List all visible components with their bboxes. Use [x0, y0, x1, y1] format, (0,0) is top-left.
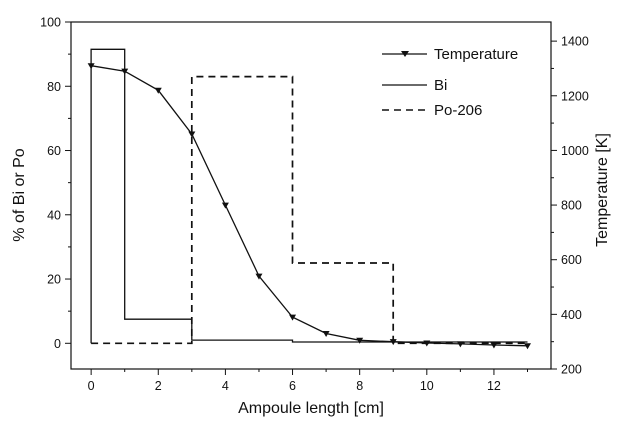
series-line-bi: [90, 48, 528, 344]
legend-marker-temperature: [401, 51, 409, 57]
legend-label-po206: Po-206: [434, 102, 482, 119]
x-tick-label: 0: [88, 379, 95, 393]
y-left-tick-label: 40: [47, 208, 61, 222]
y-axis-right-label: Temperature [K]: [594, 133, 611, 247]
x-tick-label: 8: [356, 379, 363, 393]
y-left-tick-label: 60: [47, 144, 61, 158]
y-right-tick-label: 1200: [561, 89, 589, 103]
x-tick-label: 6: [289, 379, 296, 393]
y-right-tick-label: 1000: [561, 144, 589, 158]
data-point-temperature: [221, 202, 229, 209]
plot-frame: [70, 21, 552, 370]
data-point-temperature: [289, 314, 297, 321]
y-axis-left-label: % of Bi or Po: [11, 148, 28, 241]
x-tick-label: 12: [487, 379, 501, 393]
legend: Temperature Bi Po-206: [382, 46, 518, 119]
x-tick-label: 10: [420, 379, 434, 393]
y-left-tick-label: 20: [47, 273, 61, 287]
x-tick-label: 2: [155, 379, 162, 393]
x-tick-label: 4: [222, 379, 229, 393]
y-left-tick-label: 0: [54, 337, 61, 351]
data-point-temperature: [356, 337, 364, 344]
legend-label-temperature: Temperature: [434, 46, 518, 63]
y-right-tick-label: 400: [561, 308, 582, 322]
data-point-temperature: [322, 330, 330, 337]
data-point-temperature: [524, 343, 532, 350]
series-line-temperature: [90, 65, 528, 347]
x-axis-label: Ampoule length [cm]: [238, 400, 384, 417]
legend-label-bi: Bi: [434, 77, 447, 94]
data-point-temperature: [154, 87, 162, 94]
series-layer: [87, 48, 532, 350]
axis-ticks: 0 2 4 6 8 10 12 0 20 40 60 80 100 200 400 600 800 1000 120…: [40, 16, 589, 394]
y-left-tick-label: 80: [47, 80, 61, 94]
data-point-temperature: [188, 131, 196, 138]
y-left-tick-label: 100: [40, 16, 61, 30]
y-right-tick-label: 1400: [561, 35, 589, 49]
y-right-tick-label: 600: [561, 253, 582, 267]
y-right-tick-label: 800: [561, 199, 582, 213]
data-point-temperature: [255, 273, 263, 280]
y-right-tick-label: 200: [561, 363, 582, 377]
series-line-po206: [91, 75, 528, 345]
